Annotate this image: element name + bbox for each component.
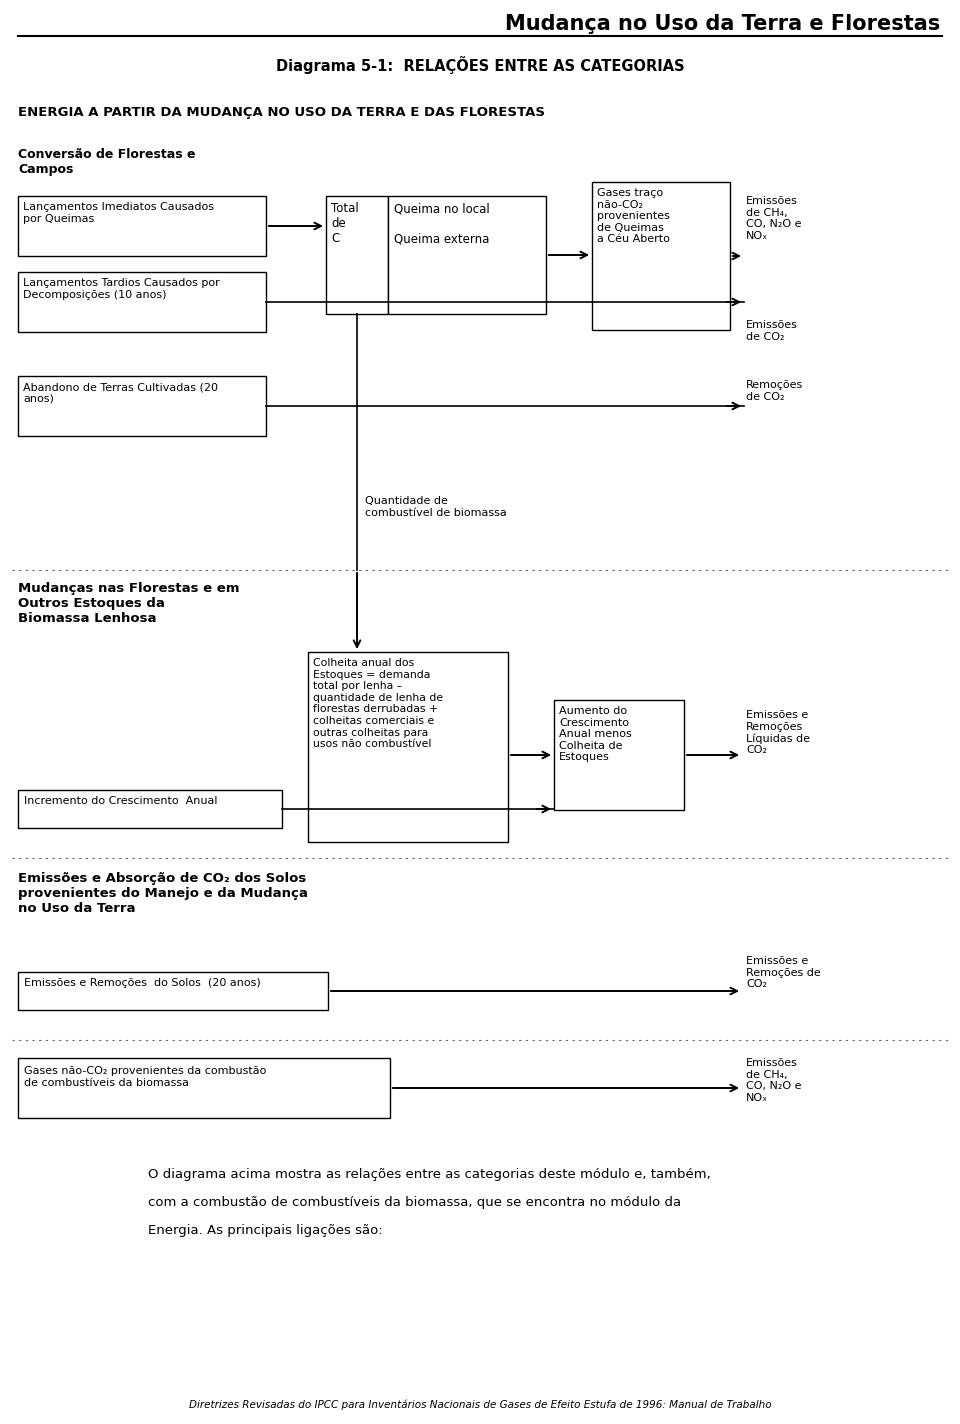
Text: com a combustão de combustíveis da biomassa, que se encontra no módulo da: com a combustão de combustíveis da bioma… <box>148 1196 682 1209</box>
Bar <box>18 376 266 436</box>
Text: Diretrizes Revisadas do IPCC para Inventários Nacionais de Gases de Efeito Estuf: Diretrizes Revisadas do IPCC para Invent… <box>189 1400 771 1411</box>
Text: O diagrama acima mostra as relações entre as categorias deste módulo e, também,: O diagrama acima mostra as relações entr… <box>148 1168 710 1180</box>
Text: Lançamentos Imediatos Causados
por Queimas: Lançamentos Imediatos Causados por Queim… <box>23 202 214 224</box>
Bar <box>18 1058 390 1118</box>
Text: Emissões
de CH₄,
CO, N₂O e
NOₓ: Emissões de CH₄, CO, N₂O e NOₓ <box>746 197 802 241</box>
Text: Lançamentos Tardios Causados por
Decomposições (10 anos): Lançamentos Tardios Causados por Decompo… <box>23 278 220 299</box>
Bar <box>18 973 328 1010</box>
Text: Emissões
de CO₂: Emissões de CO₂ <box>746 320 798 342</box>
Text: Energia. As principais ligações são:: Energia. As principais ligações são: <box>148 1225 383 1237</box>
Bar <box>18 272 266 332</box>
Text: Gases não-CO₂ provenientes da combustão
de combustíveis da biomassa: Gases não-CO₂ provenientes da combustão … <box>24 1067 266 1088</box>
Bar <box>18 790 282 827</box>
Bar <box>388 197 546 315</box>
Text: Abandono de Terras Cultivadas (20
anos): Abandono de Terras Cultivadas (20 anos) <box>23 382 218 403</box>
Bar <box>18 197 266 256</box>
Text: Emissões e
Remoções
Líquidas de
CO₂: Emissões e Remoções Líquidas de CO₂ <box>746 711 810 755</box>
Bar <box>326 197 388 315</box>
Bar <box>554 701 684 810</box>
Text: Aumento do
Crescimento
Anual menos
Colheita de
Estoques: Aumento do Crescimento Anual menos Colhe… <box>559 706 632 762</box>
Text: Colheita anual dos
Estoques = demanda
total por lenha –
quantidade de lenha de
f: Colheita anual dos Estoques = demanda to… <box>313 658 444 749</box>
Text: Diagrama 5-1:  RELAÇÕES ENTRE AS CATEGORIAS: Diagrama 5-1: RELAÇÕES ENTRE AS CATEGORI… <box>276 56 684 74</box>
Text: Quantidade de
combustível de biomassa: Quantidade de combustível de biomassa <box>365 496 507 517</box>
Text: Incremento do Crescimento  Anual: Incremento do Crescimento Anual <box>24 796 218 806</box>
Text: Remoções
de CO₂: Remoções de CO₂ <box>746 380 804 402</box>
Text: Emissões e
Remoções de
CO₂: Emissões e Remoções de CO₂ <box>746 956 821 990</box>
Text: Gases traço
não-CO₂
provenientes
de Queimas
a Céu Aberto: Gases traço não-CO₂ provenientes de Quei… <box>597 188 670 245</box>
Text: Mudanças nas Florestas e em
Outros Estoques da
Biomassa Lenhosa: Mudanças nas Florestas e em Outros Estoq… <box>18 582 239 625</box>
Text: Queima no local

Queima externa: Queima no local Queima externa <box>394 202 490 245</box>
Text: Emissões
de CH₄,
CO, N₂O e
NOₓ: Emissões de CH₄, CO, N₂O e NOₓ <box>746 1058 802 1102</box>
Text: Emissões e Absorção de CO₂ dos Solos
provenientes do Manejo e da Mudança
no Uso : Emissões e Absorção de CO₂ dos Solos pro… <box>18 871 308 916</box>
Text: Emissões e Remoções  do Solos  (20 anos): Emissões e Remoções do Solos (20 anos) <box>24 978 261 988</box>
Text: Total
de
C: Total de C <box>331 202 359 245</box>
Bar <box>308 652 508 842</box>
Text: Mudança no Uso da Terra e Florestas: Mudança no Uso da Terra e Florestas <box>505 14 940 34</box>
Text: Conversão de Florestas e
Campos: Conversão de Florestas e Campos <box>18 148 196 177</box>
Text: ENERGIA A PARTIR DA MUDANÇA NO USO DA TERRA E DAS FLORESTAS: ENERGIA A PARTIR DA MUDANÇA NO USO DA TE… <box>18 105 545 120</box>
Bar <box>592 182 730 330</box>
